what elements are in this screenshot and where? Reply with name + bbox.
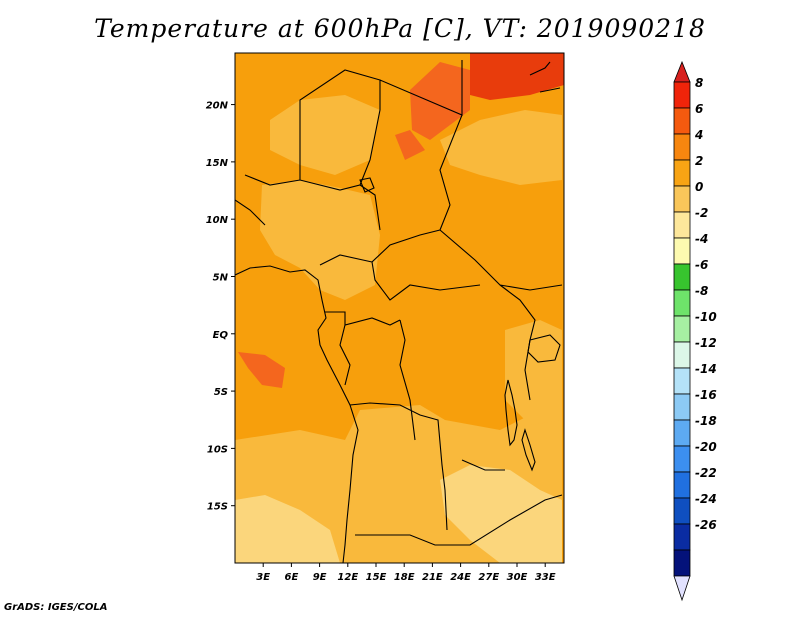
lat-label: 20N (206, 101, 229, 112)
lon-label: 9E (313, 572, 327, 583)
colorbar-label: 4 (694, 128, 703, 142)
colorbar-label: 8 (695, 76, 703, 90)
lake-chad (359, 177, 375, 193)
colorbar-swatch (673, 341, 691, 369)
nile-red-sea-coast (529, 61, 561, 93)
coastlines-borders (235, 60, 563, 563)
map-frame (234, 52, 565, 564)
colorbar-label: -14 (695, 362, 717, 376)
temperature-region-cool-chad (260, 180, 380, 300)
lon-label: 6E (285, 572, 299, 583)
colorbar-label: -26 (695, 518, 717, 532)
lat-label: 5N (213, 272, 229, 283)
colorbar-label: 2 (695, 154, 703, 168)
lat-label: 15S (207, 502, 228, 513)
temperature-region-warmest-ne (470, 53, 564, 100)
lake-malawi (521, 428, 536, 472)
colorbar-label: -2 (695, 206, 708, 220)
colorbar-label: -16 (695, 388, 717, 402)
colorbar-swatch (673, 237, 691, 265)
colorbar-swatch (673, 185, 691, 213)
colorbar-label: 0 (695, 180, 703, 194)
colorbar-label: -4 (695, 232, 708, 246)
colorbar-swatch (673, 419, 691, 447)
temperature-region-warm-north (395, 130, 425, 160)
colorbar-swatch (673, 393, 691, 421)
lake-victoria (527, 334, 561, 363)
colorbar-label: -8 (695, 284, 708, 298)
lake-tanganyika (504, 379, 518, 447)
lat-label: 10N (206, 215, 229, 226)
colorbar-swatch (673, 81, 691, 109)
latitude-axis: 20N 15N 10N 5N EQ 5S 10S 15S (206, 101, 235, 513)
temperature-region-cool-sahel (270, 95, 380, 175)
longitude-axis: 3E 6E 9E 12E 15E 18E 21E 24E 27E 30E 33E (256, 563, 556, 583)
colorbar-swatch (673, 523, 691, 551)
colorbar-bottom-tip (673, 575, 691, 602)
lon-label: 30E (507, 572, 528, 583)
lat-label: 15N (206, 158, 229, 169)
colorbar-label: -22 (695, 466, 717, 480)
lon-label: 27E (478, 572, 499, 583)
colorbar-swatch (673, 263, 691, 291)
temperature-region-coolest-sw (235, 495, 340, 563)
colorbar-label: 6 (695, 102, 703, 116)
temperature-region-cool-eastafrica (505, 320, 562, 425)
lat-label: EQ (213, 330, 229, 341)
international-borders (235, 60, 563, 546)
colorbar-label: -10 (695, 310, 717, 324)
chart-title: Temperature at 600hPa [C], VT: 201909021… (94, 14, 706, 43)
temperature-region-warm-atlantic (238, 352, 285, 388)
colorbar-swatch (673, 445, 691, 473)
lon-label: 21E (422, 572, 443, 583)
grads-credit: GrADS: IGES/COLA (4, 602, 108, 613)
colorbar-top-tip (673, 60, 691, 83)
colorbar-swatch (673, 133, 691, 161)
lat-label: 5S (214, 387, 228, 398)
colorbar-label: -12 (695, 336, 717, 350)
colorbar-label: -6 (695, 258, 708, 272)
colorbar-swatch (673, 289, 691, 317)
colorbar-swatch (673, 367, 691, 395)
lon-label: 33E (535, 572, 556, 583)
colorbar-label: -20 (695, 440, 717, 454)
colorbar-swatch (673, 315, 691, 343)
temperature-region-cool-sudan (440, 110, 562, 185)
lat-label: 10S (207, 444, 228, 455)
colorbar-legend: 8 6 4 2 0 -2 -4 -6 -8 -10 -12 -14 -16 -18 -20 -22 -24 -26 (673, 60, 717, 602)
lon-label: 15E (366, 572, 387, 583)
colorbar-swatch (673, 497, 691, 525)
colorbar-swatch (673, 211, 691, 239)
lon-label: 18E (394, 572, 415, 583)
colorbar-label: -24 (695, 492, 717, 506)
colorbar-swatch (673, 471, 691, 499)
colorbar-swatch (673, 107, 691, 135)
temperature-region-warm-libya (410, 62, 470, 140)
lon-label: 3E (256, 572, 270, 583)
lon-label: 12E (337, 572, 358, 583)
temperature-region-coolest-se (440, 465, 562, 563)
colorbar-label: -18 (695, 414, 717, 428)
west-africa-coastline (235, 265, 359, 563)
lon-label: 24E (450, 572, 471, 583)
colorbar-swatch (673, 159, 691, 187)
colorbar-swatch (673, 549, 691, 577)
